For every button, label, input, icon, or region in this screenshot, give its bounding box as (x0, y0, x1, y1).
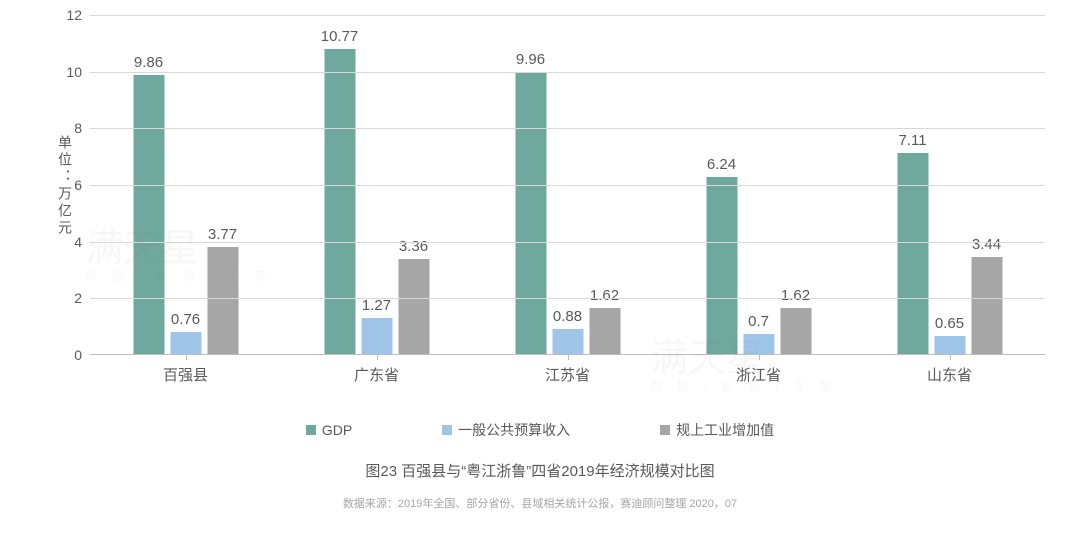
bar: 0.65 (934, 336, 965, 354)
bar-value-label: 1.27 (362, 297, 391, 314)
bar: 1.62 (589, 308, 620, 354)
bar-value-label: 0.76 (171, 311, 200, 328)
legend-label: GDP (322, 422, 352, 438)
bar-value-label: 10.77 (321, 28, 359, 45)
legend-swatch (660, 425, 670, 435)
x-category-label: 广东省 (354, 364, 399, 385)
bar: 0.7 (743, 334, 774, 354)
x-tick-mark (759, 354, 760, 360)
bar: 1.27 (361, 318, 392, 354)
bar-value-label: 0.88 (553, 308, 582, 325)
y-tick-label: 10 (47, 64, 82, 80)
bar: 3.77 (207, 247, 238, 354)
bar: 3.36 (398, 259, 429, 354)
legend-swatch (442, 425, 452, 435)
bar: 0.76 (170, 332, 201, 354)
y-tick-label: 12 (47, 7, 82, 23)
bar: 9.96 (515, 72, 546, 354)
y-tick-label: 4 (47, 234, 82, 250)
gridline (90, 15, 1045, 16)
y-tick-label: 6 (47, 177, 82, 193)
x-tick-mark (568, 354, 569, 360)
x-category-label: 浙江省 (736, 364, 781, 385)
bar-value-label: 9.96 (516, 51, 545, 68)
legend: GDP 一般公共预算收入 规上工业增加值 (0, 420, 1080, 440)
bar: 6.24 (706, 177, 737, 354)
bar: 3.44 (971, 257, 1002, 354)
bar: 7.11 (897, 153, 928, 354)
y-tick-label: 2 (47, 290, 82, 306)
gridline (90, 298, 1045, 299)
x-tick-mark (377, 354, 378, 360)
bar-value-label: 3.36 (399, 238, 428, 255)
bar-value-label: 0.7 (748, 313, 769, 330)
chart-caption: 图23 百强县与“粤江浙鲁”四省2019年经济规模对比图 (0, 460, 1080, 481)
y-tick-label: 0 (47, 347, 82, 363)
gridline (90, 72, 1045, 73)
gridline (90, 185, 1045, 186)
bar: 0.88 (552, 329, 583, 354)
legend-swatch (306, 425, 316, 435)
x-tick-mark (186, 354, 187, 360)
x-tick-mark (950, 354, 951, 360)
x-category-label: 江苏省 (545, 364, 590, 385)
gridline (90, 242, 1045, 243)
plot-area: 9.860.763.77百强县10.771.273.36广东省9.960.881… (90, 15, 1045, 355)
bar: 10.77 (324, 49, 355, 354)
data-source: 数据来源：2019年全国、部分省份、县域相关统计公报，赛迪顾问整理 2020，0… (0, 495, 1080, 511)
bar: 9.86 (133, 75, 164, 354)
bar-value-label: 7.11 (898, 132, 926, 149)
legend-item: 规上工业增加值 (660, 420, 774, 440)
x-category-label: 百强县 (163, 364, 208, 385)
y-tick-label: 8 (47, 120, 82, 136)
bar-value-label: 1.62 (781, 287, 810, 304)
legend-item: 一般公共预算收入 (442, 420, 570, 440)
legend-label: 规上工业增加值 (676, 420, 774, 440)
economic-scale-chart: 单位：万亿元 9.860.763.77百强县10.771.273.36广东省9.… (45, 15, 1045, 385)
bar-value-label: 1.62 (590, 287, 619, 304)
bar-value-label: 6.24 (707, 156, 736, 173)
bar-value-label: 0.65 (935, 315, 964, 332)
bar-value-label: 9.86 (134, 54, 163, 71)
bar: 1.62 (780, 308, 811, 354)
x-category-label: 山东省 (927, 364, 972, 385)
bar-value-label: 3.44 (972, 236, 1001, 253)
legend-item: GDP (306, 420, 352, 440)
bar-value-label: 3.77 (208, 226, 237, 243)
gridline (90, 128, 1045, 129)
legend-label: 一般公共预算收入 (458, 420, 570, 440)
